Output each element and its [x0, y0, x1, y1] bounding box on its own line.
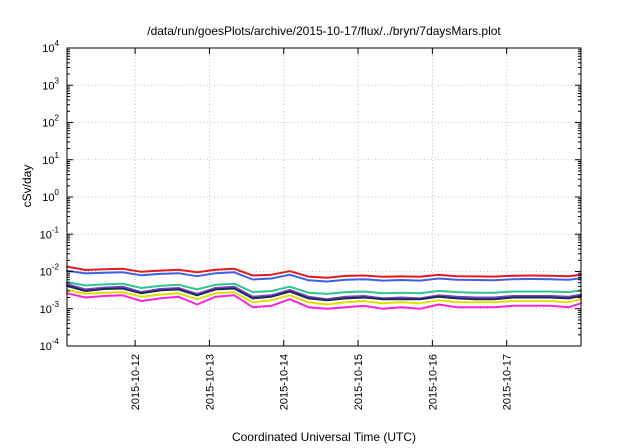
series-line-7 — [66, 292, 582, 310]
series-line-3 — [66, 281, 582, 295]
y-tick-label: 101 — [42, 151, 59, 167]
x-tick-label: 2015-10-13 — [204, 354, 216, 410]
series-line-2 — [66, 269, 582, 283]
x-tick-labels: 2015-10-12 2015-10-13 2015-10-14 2015-10-15… — [130, 354, 514, 410]
x-tick-label: 2015-10-17 — [502, 354, 514, 410]
y-tick-label: 104 — [42, 39, 59, 55]
ticks — [67, 47, 581, 347]
y-tick-label: 10-1 — [40, 225, 60, 241]
series-line-1 — [66, 265, 582, 279]
series-line-6 — [66, 288, 582, 306]
y-tick-label: 102 — [42, 114, 59, 130]
y-axis-label: cSv/day — [20, 165, 34, 208]
series-line-5 — [66, 284, 582, 302]
y-tick-label: 103 — [42, 76, 59, 92]
y-tick-label: 100 — [42, 188, 59, 204]
x-tick-label: 2015-10-16 — [427, 354, 439, 410]
y-tick-label: 10-3 — [40, 300, 60, 316]
x-tick-label: 2015-10-12 — [130, 354, 142, 410]
chart-title: /data/run/goesPlots/archive/2015-10-17/f… — [147, 24, 501, 38]
x-tick-label: 2015-10-14 — [279, 354, 291, 410]
grid — [67, 48, 581, 346]
series-layer — [66, 265, 582, 310]
y-tick-labels: 10-4 10-3 10-2 10-1 100 101 102 103 104 — [40, 39, 60, 353]
x-axis-label: Coordinated Universal Time (UTC) — [232, 430, 416, 444]
y-tick-label: 10-4 — [40, 337, 60, 353]
x-tick-label: 2015-10-15 — [353, 354, 365, 410]
y-tick-label: 10-2 — [40, 263, 60, 279]
